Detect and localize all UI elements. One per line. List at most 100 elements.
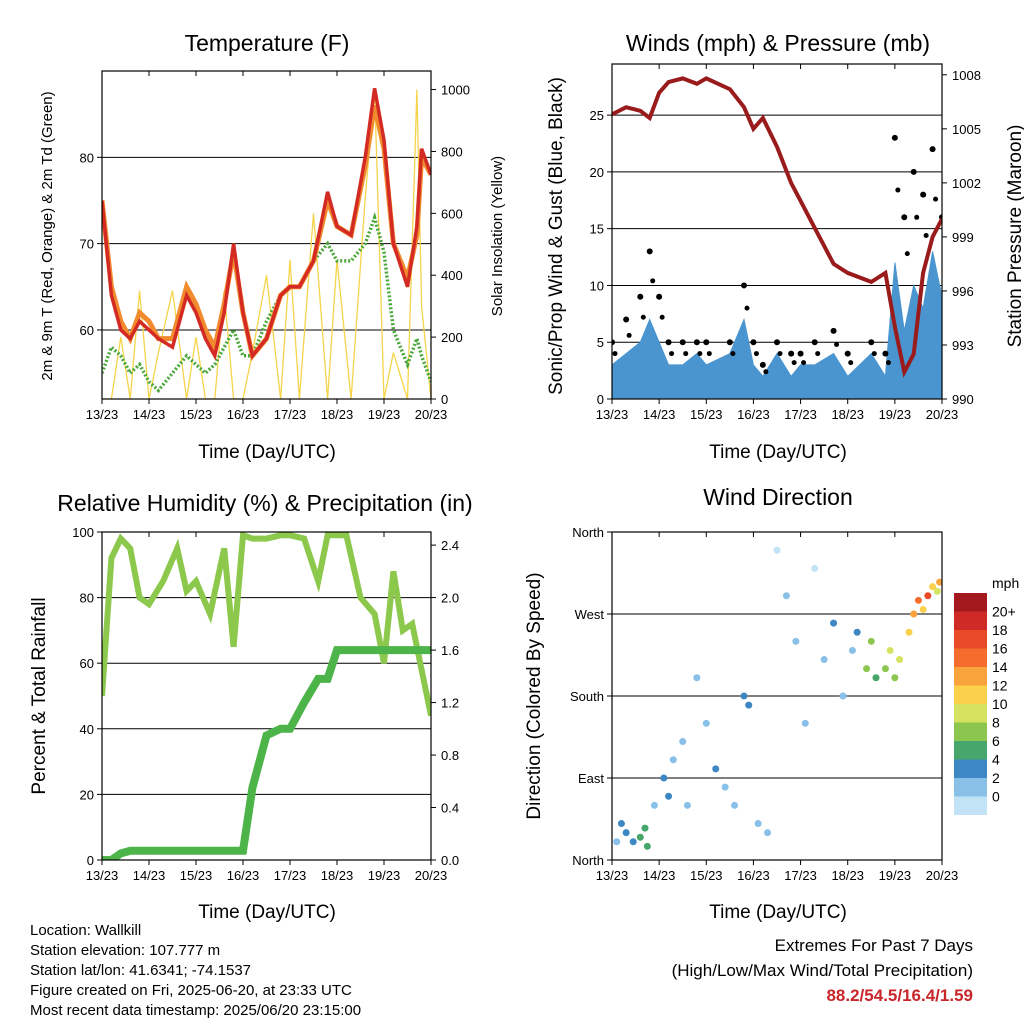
gust-point xyxy=(665,339,672,346)
gust-point xyxy=(885,360,891,366)
winds-ylabel-right: Station Pressure (Maroon) xyxy=(1005,125,1024,348)
x-tick-label: 13/23 xyxy=(86,868,119,883)
extremes-values: 88.2/54.5/16.4/1.59 xyxy=(826,986,973,1005)
y-tick-label-right: 1008 xyxy=(952,68,981,83)
gust-point xyxy=(901,214,908,221)
direction-point xyxy=(693,674,701,682)
direction-point xyxy=(910,610,918,618)
direction-point xyxy=(933,587,941,595)
gust-point xyxy=(788,350,795,357)
gust-point xyxy=(763,369,769,375)
y-tick-label-right: 0.8 xyxy=(441,748,459,763)
gust-point xyxy=(848,360,854,366)
legend-label: 20+ xyxy=(992,604,1016,620)
x-tick-label: 16/23 xyxy=(227,407,260,422)
station-elevation: Station elevation: 107.777 m xyxy=(30,942,221,959)
gust-point xyxy=(612,339,615,346)
direction-point xyxy=(830,619,838,627)
legend-label: 0 xyxy=(992,789,1000,805)
y-tick-label-right: 0 xyxy=(441,392,448,407)
plot-border xyxy=(101,70,432,400)
y-tick-label: 60 xyxy=(80,656,94,671)
y-tick-label-right: 1.2 xyxy=(441,696,459,711)
gust-point xyxy=(703,339,710,346)
legend-swatch xyxy=(954,630,987,649)
station-location: Location: Wallkill xyxy=(30,922,142,939)
direction-point xyxy=(660,774,668,782)
x-tick-label: 14/23 xyxy=(133,868,166,883)
legend-label: 18 xyxy=(992,622,1008,638)
temp-2m-line xyxy=(102,87,431,361)
direction-point xyxy=(622,829,630,837)
temperature-ylabel-left: 2m & 9m T (Red, Orange) & 2m Td (Green) xyxy=(39,91,56,380)
temperature-series xyxy=(102,87,431,399)
extremes-subtitle: (High/Low/Max Wind/Total Precipitation) xyxy=(671,961,973,980)
gust-point xyxy=(759,361,766,368)
x-tick-label: 13/23 xyxy=(596,407,629,422)
winds-xlabel: Time (Day/UTC) xyxy=(709,442,847,463)
gust-point xyxy=(750,339,757,346)
gust-point xyxy=(626,332,632,338)
station-info: Location: Wallkill Station elevation: 10… xyxy=(30,921,361,1021)
y-tick-label: South xyxy=(570,689,604,704)
direction-point xyxy=(811,564,819,572)
gust-point xyxy=(811,339,818,346)
y-tick-label-right: 993 xyxy=(952,338,974,353)
precip-line xyxy=(102,646,431,860)
humidity-series xyxy=(102,532,431,860)
direction-point xyxy=(721,783,729,791)
y-tick-label: 100 xyxy=(72,525,94,540)
legend-label: 6 xyxy=(992,733,1000,749)
direction-point xyxy=(863,665,871,673)
gust-point xyxy=(646,248,653,255)
gust-point xyxy=(741,282,747,289)
gust-point xyxy=(801,360,807,366)
gust-point xyxy=(679,339,686,346)
direction-point xyxy=(665,792,673,800)
x-tick-label: 16/23 xyxy=(737,407,770,422)
x-tick-label: 14/23 xyxy=(133,407,166,422)
winds-ylabel-left: Sonic/Prop Wind & Gust (Blue, Black) xyxy=(546,77,567,395)
plot-border xyxy=(611,63,943,400)
gust-point xyxy=(637,293,644,300)
x-tick-label: 15/23 xyxy=(180,407,213,422)
x-tick-label: 18/23 xyxy=(831,407,864,422)
panel-2: 0 5 10 15 20 25 990 993 996 999 1002 1005 1008 13/23 1… xyxy=(590,64,981,422)
gust-point xyxy=(868,339,875,346)
humidity-ylabel-left: Percent & Total Rainfall xyxy=(29,597,50,794)
x-tick-label: 20/23 xyxy=(415,868,448,883)
y-tick-label: 5 xyxy=(597,335,604,350)
direction-point xyxy=(801,719,809,727)
gust-point xyxy=(830,327,837,334)
gust-point xyxy=(656,293,663,300)
legend-swatch xyxy=(954,741,987,760)
gust-point xyxy=(659,314,665,320)
y-tick-label-right: 999 xyxy=(952,230,974,245)
y-tick-label-right: 800 xyxy=(441,144,463,159)
x-tick-label: 20/23 xyxy=(926,407,959,422)
y-tick-label-right: 996 xyxy=(952,284,974,299)
direction-point xyxy=(881,665,889,673)
x-tick-label: 20/23 xyxy=(415,407,448,422)
x-tick-label: 17/23 xyxy=(784,868,817,883)
direction-point xyxy=(891,674,899,682)
y-tick-label: 70 xyxy=(80,237,94,252)
y-tick-label-right: 200 xyxy=(441,330,463,345)
gust-point xyxy=(706,351,712,357)
gust-point xyxy=(753,351,759,357)
y-tick-label: 20 xyxy=(80,787,94,802)
y-tick-label-right: 1.6 xyxy=(441,643,459,658)
y-tick-label: West xyxy=(575,607,605,622)
y-tick-label: 10 xyxy=(590,278,604,293)
gust-point xyxy=(640,314,646,320)
x-tick-label: 18/23 xyxy=(321,868,354,883)
gust-point xyxy=(929,146,936,153)
x-tick-label: 15/23 xyxy=(690,868,723,883)
gust-point xyxy=(891,134,898,141)
direction-point xyxy=(905,628,913,636)
wind-area xyxy=(612,251,942,399)
